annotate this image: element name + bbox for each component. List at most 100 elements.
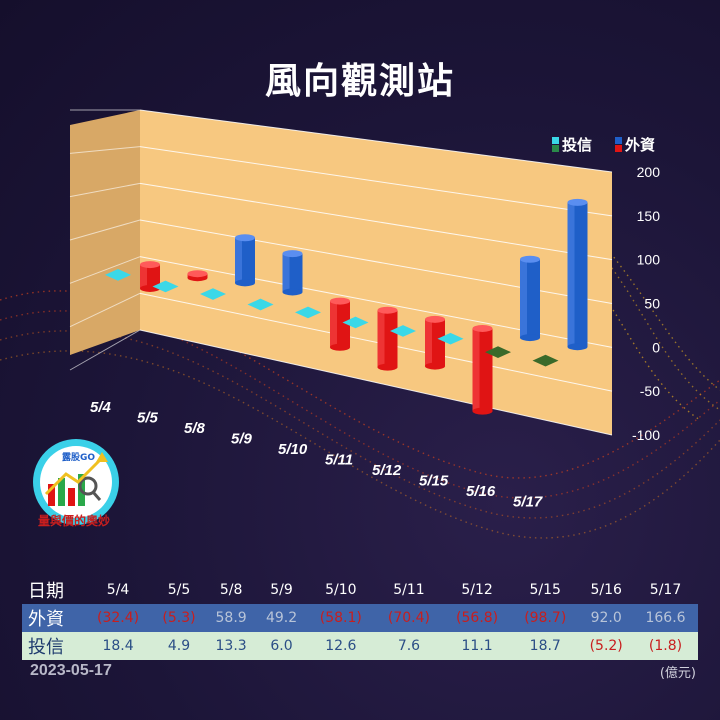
- table-foreign-cell: 58.9: [215, 610, 247, 626]
- x-tick-label: 5/11: [325, 452, 353, 469]
- y-tick-label: -100: [632, 427, 660, 443]
- bar: [105, 269, 131, 281]
- chart-back-wall: [140, 110, 612, 435]
- bar: [200, 288, 226, 300]
- gridline: [139, 109, 613, 173]
- bar: [152, 280, 179, 293]
- y-tick-label: 0: [652, 339, 660, 355]
- y-tick-label: -50: [640, 383, 660, 399]
- legend-label-foreign: 外資: [624, 136, 655, 154]
- x-axis-labels: 5/4 5/5 5/8 5/9 5/10 5/11 5/12 5/15 5/16 5/17: [90, 399, 543, 511]
- table-foreign-cell: 92.0: [590, 610, 622, 626]
- table-foreign-cell: (5.3): [162, 610, 196, 626]
- bar: [390, 325, 416, 337]
- table-trust-label: 投信: [28, 637, 64, 658]
- report-date: 2023-05-17: [30, 662, 112, 679]
- gridline: [139, 329, 613, 436]
- table-date-cell: 5/10: [325, 582, 357, 598]
- side-gridline: [69, 256, 141, 284]
- side-gridline: [69, 219, 141, 241]
- table-row-trust: 投信 18.4 4.9 13.3 6.0 12.6 7.6 11.1 18.7 (5.2) (1.…: [22, 632, 698, 660]
- bar: [532, 354, 559, 367]
- side-gridline: [69, 292, 141, 328]
- table-trust-cell: 6.0: [270, 638, 293, 654]
- x-tick-label: 5/10: [278, 441, 308, 458]
- table-date-cell: 5/16: [590, 582, 622, 598]
- table-foreign-cell: 49.2: [265, 610, 298, 626]
- x-tick-label: 5/4: [90, 399, 112, 416]
- table-foreign-label: 外資: [28, 609, 64, 630]
- gridline: [139, 292, 613, 392]
- table-date-cell: 5/11: [393, 582, 425, 598]
- bar: [187, 270, 208, 282]
- bar: [485, 346, 511, 358]
- chart-title: 風向觀測站: [264, 61, 455, 102]
- bar: [342, 316, 369, 329]
- data-table: 日期 5/4 5/5 5/8 5/9 5/10 5/11 5/12 5/15 5/16 5/17 …: [22, 576, 698, 660]
- table-foreign-cell: (70.4): [387, 610, 431, 626]
- legend-swatch-foreign-neg: [615, 145, 622, 152]
- bar: [520, 255, 540, 342]
- table-foreign-cell: (58.1): [319, 610, 362, 626]
- y-tick-label: 150: [637, 208, 661, 224]
- side-gridline: [69, 182, 141, 198]
- unit-label: (億元): [659, 666, 696, 681]
- table-date-cell: 5/12: [461, 582, 493, 598]
- bar: [425, 315, 445, 370]
- side-gridline: [69, 146, 141, 154]
- y-tick-label: 200: [637, 164, 661, 180]
- table-trust-cell: 12.6: [325, 638, 357, 654]
- legend-label-trust: 投信: [562, 136, 592, 154]
- x-tick-label: 5/17: [513, 494, 543, 511]
- bar: [282, 250, 303, 296]
- logo-badge: 露股GO: [62, 452, 95, 463]
- legend-swatch-trust: [552, 137, 559, 144]
- table-foreign-cell: (56.8): [456, 610, 499, 626]
- table-trust-cell: 11.1: [461, 638, 493, 654]
- bar: [437, 332, 464, 345]
- bar: [377, 306, 398, 371]
- table-trust-cell: 4.9: [167, 638, 191, 654]
- bar: [295, 306, 321, 319]
- table-row-foreign: 外資 (32.4) (5.3) 58.9 49.2 (58.1) (70.4) (56.8)…: [22, 604, 698, 632]
- chart-side-wall: [70, 110, 140, 355]
- bar: [567, 198, 588, 351]
- gridline: [139, 146, 613, 217]
- table-trust-cell: 18.4: [102, 638, 134, 654]
- legend-swatch-trust-neg: [552, 145, 559, 152]
- y-axis-ticks: 200 150 100 50 0 -50 -100: [632, 164, 660, 443]
- brand-logo: 露股GO: [33, 439, 119, 525]
- x-tick-label: 5/5: [137, 410, 159, 427]
- table-date-cell: 5/17: [649, 582, 682, 598]
- table-date-cell: 5/8: [219, 582, 243, 598]
- table-foreign-cell: (98.7): [524, 610, 567, 626]
- table-date-cell: 5/5: [167, 582, 191, 598]
- bar: [330, 297, 350, 351]
- table-foreign-cell: 166.6: [645, 610, 686, 626]
- y-tick-label: 50: [644, 296, 660, 312]
- table-trust-cell: (1.8): [648, 638, 683, 654]
- x-tick-label: 5/12: [372, 462, 402, 479]
- x-tick-label: 5/9: [231, 431, 253, 448]
- table-trust-cell: (5.2): [589, 638, 623, 654]
- x-tick-label: 5/16: [466, 483, 496, 500]
- bar: [472, 324, 493, 415]
- table-date-label: 日期: [28, 581, 64, 602]
- side-gridline: [69, 329, 141, 371]
- logo-caption: 量與價的奧妙: [37, 514, 110, 528]
- table-trust-cell: 18.7: [529, 638, 561, 654]
- gridline: [139, 182, 613, 261]
- table-date-cell: 5/4: [106, 582, 130, 598]
- x-tick-label: 5/15: [419, 473, 449, 490]
- bars: [105, 198, 588, 415]
- y-tick-label: 100: [637, 252, 661, 268]
- table-foreign-cell: (32.4): [97, 610, 140, 626]
- legend-swatch-foreign: [615, 137, 622, 144]
- table-header-row: 日期 5/4 5/5 5/8 5/9 5/10 5/11 5/12 5/15 5/16 5/17: [22, 576, 698, 604]
- table-trust-cell: 7.6: [397, 638, 421, 654]
- table-date-cell: 5/15: [529, 582, 561, 598]
- x-tick-label: 5/8: [184, 420, 206, 437]
- legend: 投信 外資: [552, 136, 655, 154]
